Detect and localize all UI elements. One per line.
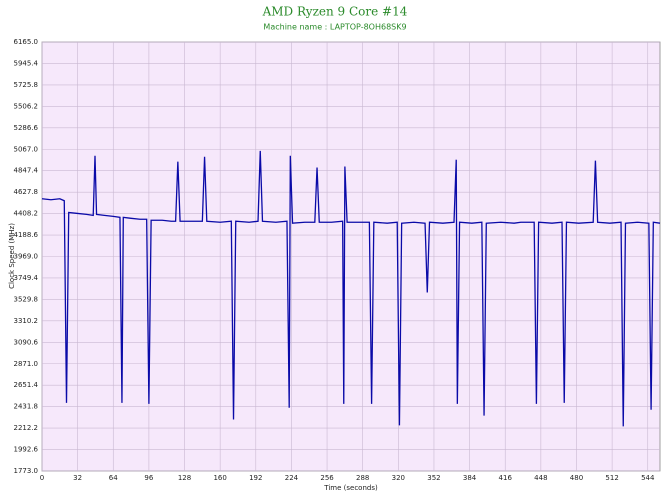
x-axis-label: Time (seconds) <box>323 484 378 492</box>
x-tick-label: 32 <box>73 474 82 482</box>
x-tick-label: 384 <box>463 474 477 482</box>
y-tick-label: 6165.0 <box>14 38 39 46</box>
y-tick-label: 2431.8 <box>14 403 39 411</box>
x-tick-label: 480 <box>570 474 583 482</box>
y-tick-label: 5286.6 <box>14 124 39 132</box>
x-tick-label: 64 <box>109 474 118 482</box>
x-tick-label: 544 <box>641 474 655 482</box>
y-tick-label: 5945.4 <box>14 59 39 67</box>
x-tick-label: 0 <box>40 474 44 482</box>
x-tick-label: 128 <box>178 474 191 482</box>
x-tick-label: 512 <box>605 474 618 482</box>
y-tick-label: 5506.2 <box>14 102 39 110</box>
y-axis-label: Clock Speed (MHz) <box>8 223 16 289</box>
x-tick-label: 96 <box>144 474 153 482</box>
y-tick-label: 1992.6 <box>14 446 39 454</box>
chart-subtitle: Machine name : LAPTOP-8OH68SK9 <box>263 23 406 32</box>
x-tick-label: 448 <box>534 474 547 482</box>
y-tick-label: 3969.0 <box>14 253 39 261</box>
data-line <box>41 150 661 427</box>
y-tick-label: 4847.4 <box>14 167 39 175</box>
y-tick-label: 4188.6 <box>14 231 39 239</box>
y-tick-label: 3749.4 <box>14 274 39 282</box>
x-tick-label: 288 <box>356 474 369 482</box>
y-tick-label: 2651.4 <box>14 381 39 389</box>
x-tick-label: 416 <box>499 474 513 482</box>
y-tick-label: 3090.6 <box>14 338 39 346</box>
y-tick-label: 2871.0 <box>14 360 39 368</box>
y-tick-label: 5725.8 <box>14 81 39 89</box>
y-tick-label: 4408.2 <box>14 210 39 218</box>
x-tick-label: 256 <box>320 474 334 482</box>
x-tick-label: 320 <box>392 474 405 482</box>
y-tick-label: 4627.8 <box>14 188 39 196</box>
chart-title: AMD Ryzen 9 Core #14 <box>262 5 408 19</box>
y-tick-label: 3529.8 <box>14 295 39 303</box>
y-tick-label: 3310.2 <box>14 317 39 325</box>
x-tick-label: 160 <box>213 474 226 482</box>
x-tick-label: 224 <box>285 474 299 482</box>
y-tick-label: 1773.0 <box>14 467 39 475</box>
x-tick-label: 352 <box>427 474 440 482</box>
y-tick-label: 5067.0 <box>14 145 39 153</box>
x-tick-label: 192 <box>249 474 262 482</box>
y-tick-label: 2212.2 <box>14 424 39 432</box>
